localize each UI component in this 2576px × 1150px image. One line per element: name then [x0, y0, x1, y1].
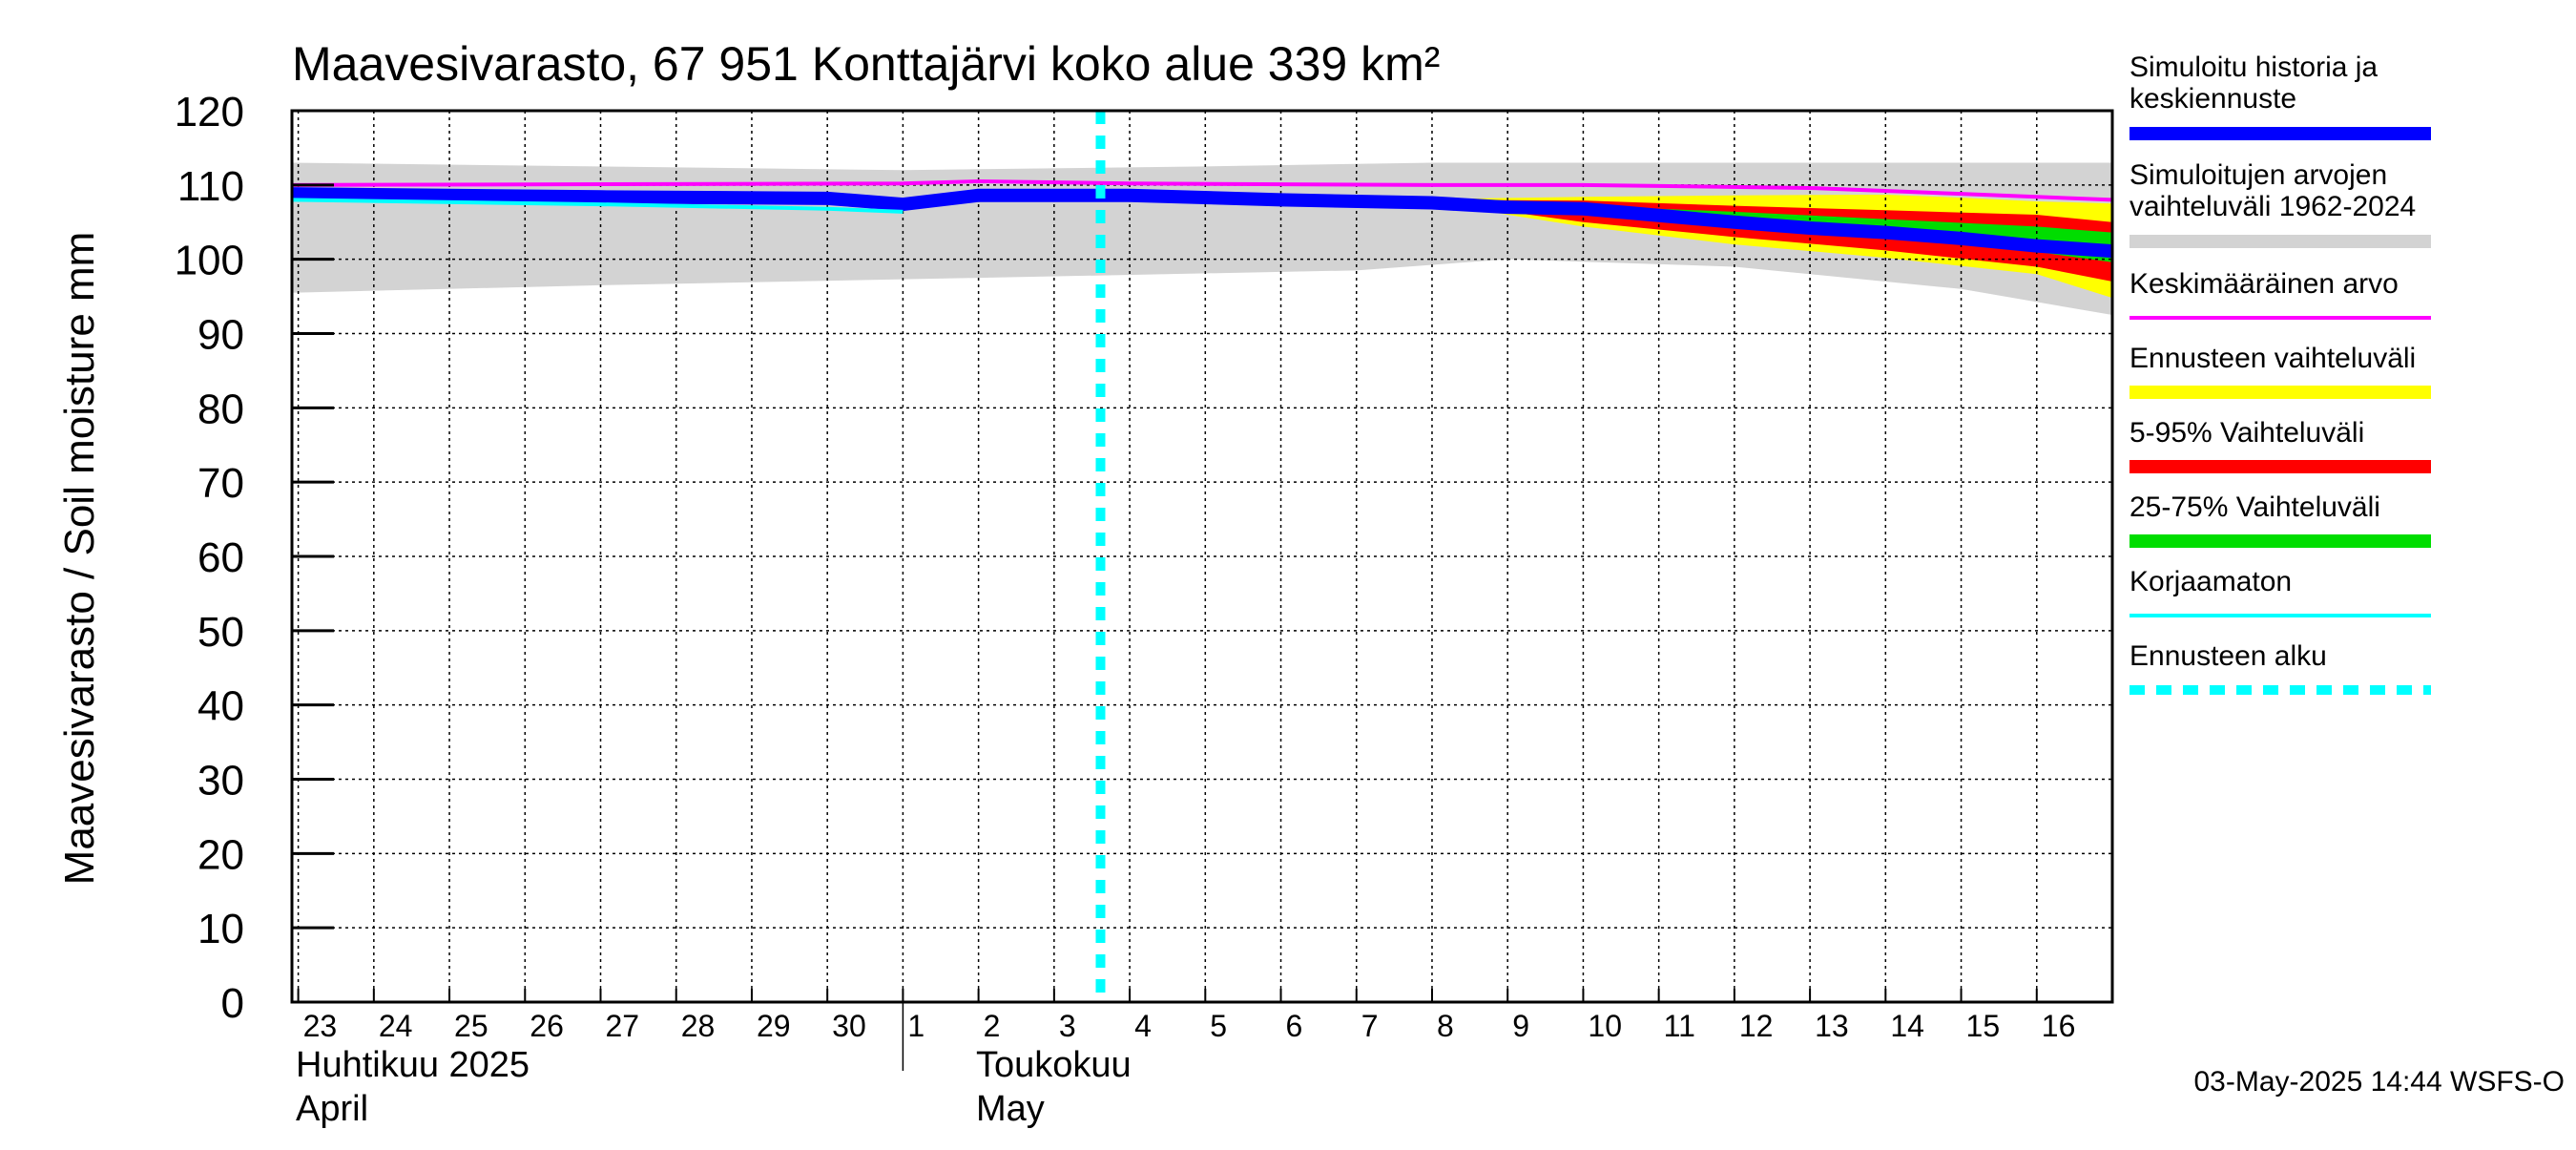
legend-label-1-line2: keskiennuste [2129, 83, 2296, 115]
y-tick-label-90: 90 [197, 312, 244, 359]
x-tick-label-14: 14 [1890, 1009, 1924, 1043]
y-axis-label: Maavesivarasto / Soil moisture mm [56, 232, 103, 886]
month-label-2-line2: May [976, 1089, 1045, 1129]
x-tick-label-4: 4 [1134, 1009, 1152, 1043]
x-tick-label-2: 2 [984, 1009, 1001, 1043]
x-tick-label-28: 28 [681, 1009, 716, 1043]
x-tick-label-8: 8 [1437, 1009, 1454, 1043]
x-tick-label-7: 7 [1361, 1009, 1379, 1043]
x-tick-label-16: 16 [2042, 1009, 2076, 1043]
x-tick-label-6: 6 [1286, 1009, 1303, 1043]
month-label-1-line1: Huhtikuu 2025 [296, 1045, 530, 1085]
x-tick-label-29: 29 [757, 1009, 791, 1043]
x-tick-label-5: 5 [1210, 1009, 1227, 1043]
y-tick-label-0: 0 [221, 980, 244, 1027]
line-keskim-r-inen-arvo [291, 178, 2113, 202]
legend-label-8-line1: Ennusteen alku [2129, 640, 2327, 672]
month-label-2-line1: Toukokuu [976, 1045, 1132, 1085]
y-tick-label-20: 20 [197, 831, 244, 878]
y-tick-label-50: 50 [197, 609, 244, 656]
x-tick-label-15: 15 [1966, 1009, 2001, 1043]
month-label-1-line2: April [296, 1089, 368, 1129]
legend-label-4-line1: Ennusteen vaihteluväli [2129, 343, 2416, 374]
line-korjaamaton [291, 198, 904, 214]
y-tick-label-60: 60 [197, 534, 244, 581]
legend: Simuloitu historia jakeskiennusteSimuloi… [2129, 52, 2431, 695]
lines-layer [291, 111, 2113, 1002]
legend-item-ennusteen-vaihteluv-li: Ennusteen vaihteluväli [2129, 343, 2431, 399]
line-simuloitu-historia-ja-keskiennuste [291, 187, 2113, 259]
chart-title: Maavesivarasto, 67 951 Konttajärvi koko … [292, 37, 1440, 91]
x-tick-label-1: 1 [907, 1009, 924, 1043]
x-tick-label-27: 27 [606, 1009, 640, 1043]
band-5-95-vaihteluv-li [1431, 199, 2112, 282]
x-tick-label-10: 10 [1588, 1009, 1622, 1043]
y-tick-label-100: 100 [175, 238, 244, 284]
y-tick-label-80: 80 [197, 386, 244, 432]
legend-item-keskim-r-inen-arvo: Keskimääräinen arvo [2129, 268, 2431, 320]
legend-label-2-line1: Simuloitujen arvojen [2129, 159, 2387, 191]
y-tick-label-40: 40 [197, 683, 244, 730]
footer-timestamp: 03-May-2025 14:44 WSFS-O [2194, 1066, 2566, 1098]
legend-item-ennusteen-alku: Ennusteen alku [2129, 640, 2431, 695]
x-tick-label-23: 23 [303, 1009, 338, 1043]
legend-item-5-95-vaihteluv-li: 5-95% Vaihteluväli [2129, 417, 2431, 473]
y-tick-label-110: 110 [177, 163, 244, 210]
x-tick-label-13: 13 [1815, 1009, 1849, 1043]
x-tick-label-9: 9 [1512, 1009, 1529, 1043]
band-25-75-vaihteluv-li [1431, 200, 2112, 262]
x-tick-label-11: 11 [1664, 1009, 1695, 1043]
x-tick-label-30: 30 [832, 1009, 866, 1043]
y-tick-label-70: 70 [197, 460, 244, 507]
legend-label-2-line2: vaihteluväli 1962-2024 [2129, 191, 2416, 222]
legend-label-5-line1: 5-95% Vaihteluväli [2129, 417, 2364, 449]
legend-item-korjaamaton: Korjaamaton [2129, 566, 2431, 617]
y-tick-label-120: 120 [175, 89, 244, 136]
legend-label-7-line1: Korjaamaton [2129, 566, 2292, 597]
legend-label-6-line1: 25-75% Vaihteluväli [2129, 491, 2380, 523]
x-tick-label-26: 26 [530, 1009, 564, 1043]
x-tick-label-24: 24 [379, 1009, 413, 1043]
y-tick-label-10: 10 [197, 906, 244, 952]
x-tick-label-3: 3 [1059, 1009, 1076, 1043]
y-tick-label-30: 30 [197, 758, 244, 805]
legend-label-1-line1: Simuloitu historia ja [2129, 52, 2378, 83]
legend-label-3-line1: Keskimääräinen arvo [2129, 268, 2399, 300]
legend-item-25-75-vaihteluv-li: 25-75% Vaihteluväli [2129, 491, 2431, 548]
x-tick-label-25: 25 [454, 1009, 488, 1043]
x-tick-label-12: 12 [1739, 1009, 1774, 1043]
